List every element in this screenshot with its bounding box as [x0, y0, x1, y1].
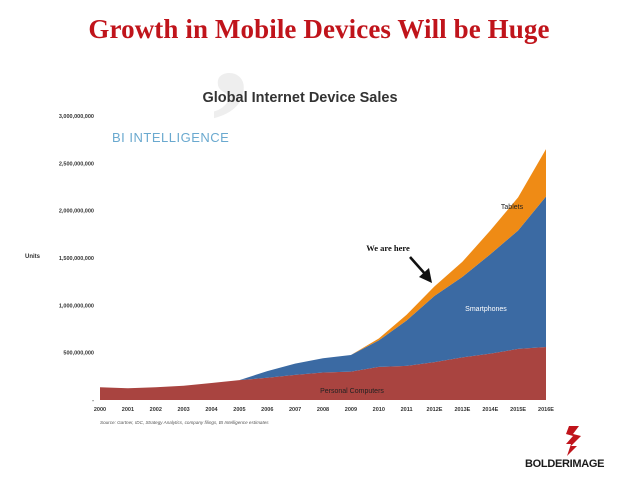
x-tick-label: 2005: [233, 407, 245, 413]
y-tick-labels: - 500,000,000 1,000,000,000 1,500,000,000 2,…: [59, 114, 94, 404]
bolder-image-logo-icon: [566, 426, 581, 456]
x-tick-label: 2001: [122, 407, 134, 413]
series-label-tablets: Tablets: [501, 204, 524, 211]
series-label-smartphones: Smartphones: [465, 306, 507, 313]
x-tick-label: 2008: [317, 407, 329, 413]
area-smartphones: [100, 196, 546, 389]
x-tick-label: 2010: [373, 407, 385, 413]
source-note: Source: Gartner, IDC, Strategy Analytics…: [100, 420, 269, 425]
x-tick-label: 2012E: [427, 407, 443, 413]
y-tick-label: 1,500,000,000: [59, 256, 94, 262]
x-tick-label: 2007: [289, 407, 301, 413]
x-tick-label: 2015E: [510, 407, 526, 413]
y-tick-label: 500,000,000: [63, 351, 94, 357]
y-tick-label: 2,000,000,000: [59, 209, 94, 215]
x-tick-label: 2011: [401, 407, 413, 413]
series-label-personal-computers: Personal Computers: [320, 388, 384, 395]
x-tick-label: 2014E: [482, 407, 498, 413]
bolder-image-logo: BOLDERIMAGE: [525, 424, 625, 472]
x-tick-labels: 2000 2001 2002 2003 2004 2005 2006 2007 2008 2009…: [94, 407, 554, 413]
annotation-arrow-head: [419, 268, 432, 283]
series-labels: Personal Computers Smartphones Tablets: [320, 204, 523, 395]
annotation-we-are-here: We are here: [366, 243, 410, 253]
background-quote-mark: ,: [212, 0, 250, 128]
x-tick-label: 2002: [150, 407, 162, 413]
y-tick-label: 1,000,000,000: [59, 303, 94, 309]
x-tick-label: 2004: [205, 407, 218, 413]
x-tick-label: 2000: [94, 407, 106, 413]
x-tick-label: 2003: [177, 407, 189, 413]
slide-title: Growth in Mobile Devices Will be Huge: [88, 14, 550, 44]
chart-title: Global Internet Device Sales: [202, 90, 397, 106]
y-tick-label: 3,000,000,000: [59, 114, 94, 120]
y-tick-label: 2,500,000,000: [59, 161, 94, 167]
x-tick-label: 2006: [261, 407, 273, 413]
annotations: We are here: [366, 243, 432, 283]
y-tick-label: -: [92, 398, 94, 404]
logo-text: BOLDERIMAGE: [525, 458, 605, 470]
y-axis-label: Units: [25, 254, 41, 260]
brand-label: BI INTELLIGENCE: [112, 130, 229, 145]
area-series-group: [100, 149, 546, 400]
annotation-arrow-shaft: [409, 256, 427, 276]
area-tablets: [100, 149, 546, 389]
x-tick-label: 2013E: [454, 407, 470, 413]
x-tick-label: 2016E: [538, 407, 554, 413]
area-personal-computers: [100, 347, 546, 400]
x-tick-label: 2009: [345, 407, 357, 413]
